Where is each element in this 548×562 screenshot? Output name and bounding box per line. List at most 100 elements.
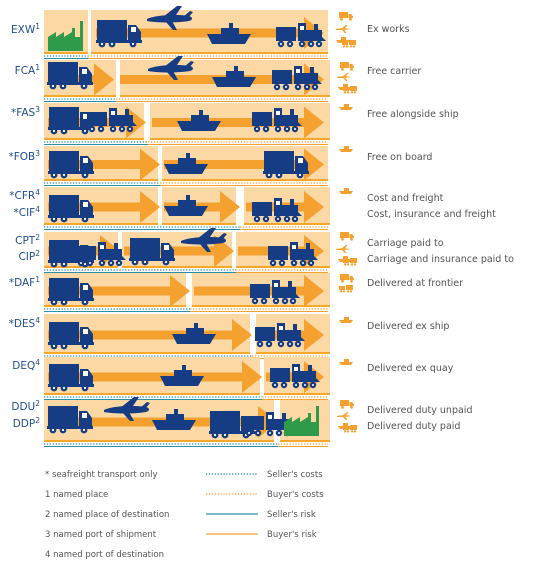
code-superscript: 2 <box>35 233 40 242</box>
incoterm-name: Cost and freight <box>367 193 444 204</box>
train-icon <box>250 280 300 305</box>
mini-ship-icon <box>339 188 353 194</box>
mini-truck-icon <box>340 274 354 283</box>
arrow-head <box>140 191 160 223</box>
code-superscript: 1 <box>35 63 40 72</box>
mini-plane-icon <box>337 412 351 420</box>
ship-icon <box>207 23 251 44</box>
band-edge <box>162 223 236 225</box>
band-edge <box>256 352 330 354</box>
arrow-head <box>94 63 114 96</box>
incoterm-row: DEQ4 Delivered ex quay <box>12 357 454 400</box>
incoterm-code: FCA1 <box>15 63 41 77</box>
arrow-shaft <box>152 118 306 127</box>
incoterm-name: Delivered at frontier <box>367 278 463 289</box>
truck-icon <box>47 406 93 434</box>
truck-icon <box>129 238 175 266</box>
train-icon <box>252 198 302 223</box>
incoterm-code: EXW1 <box>11 22 40 36</box>
band-edge <box>44 179 158 181</box>
incoterm-name: Delivered duty unpaid <box>367 405 472 416</box>
incoterm-code: DDU2 <box>11 399 40 413</box>
incoterm-code: *DAF1 <box>9 275 40 289</box>
arrow-shaft <box>48 330 234 340</box>
incoterm-name: Delivered duty paid <box>367 421 460 432</box>
mini-plane-icon <box>337 73 351 81</box>
band-edge <box>44 52 88 54</box>
ship-icon <box>152 409 196 430</box>
band-edge <box>44 440 274 442</box>
arrow-shaft <box>48 372 244 382</box>
band-edge <box>44 352 250 354</box>
line-legend: Seller's costs Buyer's costs Seller's risk… <box>206 470 324 540</box>
code-superscript: 4 <box>35 316 40 325</box>
code-text: CPT <box>15 235 36 247</box>
footnote: 3 named port of shipment <box>45 530 157 540</box>
mini-train-icon <box>343 258 357 266</box>
footnote: 1 named place <box>45 490 108 500</box>
legend-label: Seller's costs <box>267 470 323 480</box>
arrow-head <box>242 361 262 393</box>
band-edge <box>162 179 328 181</box>
band-edge <box>44 138 144 140</box>
code-superscript: 4 <box>35 358 40 367</box>
mini-train-icon <box>339 285 353 293</box>
mini-train-icon <box>343 86 357 94</box>
incoterm-name: Free on board <box>367 152 432 163</box>
code-superscript: 4 <box>35 205 40 214</box>
ship-icon <box>212 66 256 87</box>
arrow-shaft <box>164 160 306 169</box>
band-edge <box>120 95 330 97</box>
code-text: *FOB <box>8 151 35 163</box>
arrow-head <box>220 191 240 223</box>
mini-train-icon <box>342 40 356 48</box>
code-text: CIP <box>18 251 35 263</box>
mini-plane-icon <box>336 245 350 253</box>
arrow-head <box>304 106 324 139</box>
arrow-head <box>304 191 324 223</box>
truck-icon <box>263 151 309 179</box>
incoterm-code: DEQ4 <box>12 358 40 372</box>
ship-icon <box>177 110 221 131</box>
truck-icon <box>48 278 94 306</box>
incoterm-code: *CIF4 <box>14 205 41 219</box>
plane-icon <box>104 397 150 421</box>
train-icon <box>272 66 322 91</box>
footnote: 4 named port of destination <box>45 550 164 560</box>
code-text: DDP <box>13 418 36 430</box>
band-edge <box>91 52 328 54</box>
train-icon <box>87 108 137 133</box>
incoterm-code: CIP2 <box>18 249 40 263</box>
incoterm-name: Carriage paid to <box>367 238 444 249</box>
plane-icon <box>148 56 194 80</box>
mini-truck-icon <box>340 62 354 71</box>
band-edge <box>244 223 330 225</box>
code-text: EXW <box>11 24 36 36</box>
incoterm-code: *CFR4 <box>9 188 40 202</box>
code-superscript: 1 <box>35 275 40 284</box>
code-text: *DES <box>9 318 36 330</box>
incoterm-name: Free alongside ship <box>367 109 459 120</box>
ship-icon <box>172 323 216 344</box>
code-text: *DAF <box>9 277 35 289</box>
band-edge <box>44 95 116 97</box>
truck-icon <box>47 62 93 90</box>
band-edge <box>44 266 118 268</box>
code-text: *FAS <box>11 107 36 119</box>
arrow-head <box>304 319 324 351</box>
mini-ship-icon <box>339 317 353 323</box>
arrow-head <box>232 319 252 351</box>
arrow-shaft <box>48 286 172 296</box>
train-icon <box>252 108 302 133</box>
legend-label: Seller's risk <box>267 510 316 520</box>
incoterm-name: Free carrier <box>367 66 421 77</box>
band-edge <box>236 266 330 268</box>
band-edge <box>192 305 330 307</box>
arrow-head <box>304 275 324 307</box>
mini-truck-icon <box>340 232 354 241</box>
incoterm-name: Delivered ex quay <box>367 363 454 374</box>
code-superscript: 1 <box>35 22 40 31</box>
train-icon <box>76 242 126 267</box>
code-superscript: 2 <box>35 249 40 258</box>
